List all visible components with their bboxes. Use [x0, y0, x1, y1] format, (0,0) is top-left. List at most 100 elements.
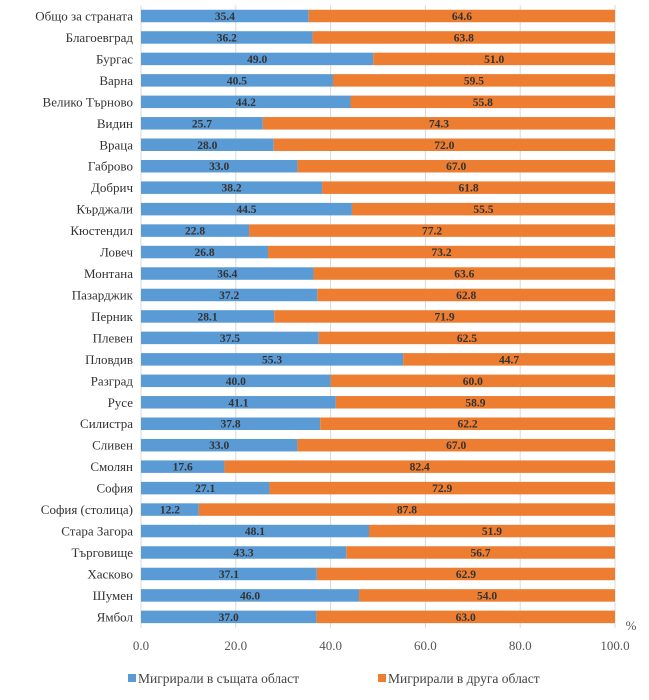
category-label: Сливен: [92, 438, 133, 453]
data-label: 55.3: [262, 354, 282, 366]
x-tick-label: 80.0: [509, 638, 532, 653]
category-label: Велико Търново: [43, 94, 133, 109]
data-label: 58.9: [465, 397, 485, 409]
data-label: 63.8: [454, 32, 474, 44]
data-label: 12.2: [160, 505, 180, 517]
data-label: 36.4: [217, 269, 237, 281]
bar-segment-other-region: [273, 138, 615, 152]
bar-segment-other-region: [316, 567, 615, 581]
category-label: Ловеч: [100, 245, 134, 260]
category-label: Плевен: [93, 330, 133, 345]
bar-segment-same-region: [141, 267, 314, 280]
data-label: 40.0: [226, 376, 246, 388]
data-label: 28.1: [198, 311, 218, 323]
data-label: 44.2: [236, 97, 256, 109]
data-label: 67.0: [446, 440, 466, 452]
x-tick-label: 20.0: [224, 638, 247, 653]
bar-segment-same-region: [141, 353, 404, 366]
data-label: 25.7: [192, 118, 212, 130]
data-label: 38.2: [221, 183, 241, 195]
data-label: 48.1: [245, 526, 265, 538]
data-label: 37.8: [221, 419, 241, 431]
category-label: Благоевград: [66, 30, 134, 45]
data-label: 35.4: [215, 11, 235, 23]
bar-segment-same-region: [141, 202, 352, 216]
bar-segment-same-region: [141, 245, 269, 259]
bar-segment-same-region: [141, 589, 360, 602]
bar-segment-same-region: [141, 181, 323, 194]
bar-segment-other-region: [312, 31, 615, 44]
bar-segment-same-region: [141, 95, 351, 109]
data-label: 22.8: [185, 226, 205, 238]
category-label: Бургас: [96, 51, 133, 66]
legend-label: Мигрирали в същата област: [138, 671, 299, 686]
category-label: Видин: [97, 116, 133, 131]
bar-segment-other-region: [351, 202, 615, 216]
data-label: 62.5: [457, 333, 477, 345]
bar-segment-same-region: [141, 460, 225, 473]
bar-segment-same-region: [141, 374, 331, 388]
bar-segment-other-region: [274, 310, 615, 323]
x-tick-label: 0.0: [133, 638, 149, 653]
bar-segment-same-region: [141, 117, 263, 130]
bar-segment-other-region: [350, 95, 615, 109]
data-label: 37.0: [219, 612, 239, 624]
bar-segment-same-region: [141, 9, 309, 23]
data-label: 56.7: [471, 548, 491, 560]
bar-segment-other-region: [318, 331, 615, 345]
bar-segment-other-region: [317, 288, 615, 302]
bar-segment-same-region: [141, 567, 317, 581]
bar-segment-other-region: [268, 245, 615, 259]
category-label: Добрич: [91, 180, 133, 195]
bar-segment-same-region: [141, 74, 333, 87]
data-label: 44.7: [499, 354, 519, 366]
data-label: 37.2: [219, 290, 239, 302]
bar-segment-same-region: [141, 224, 250, 237]
bar-segment-other-region: [297, 159, 615, 173]
bar-segment-other-region: [262, 117, 615, 130]
data-label: 41.1: [228, 397, 248, 409]
bar-segment-same-region: [141, 396, 336, 409]
bar-segment-other-region: [330, 374, 615, 388]
data-label: 33.0: [209, 161, 229, 173]
data-label: 74.3: [429, 118, 449, 130]
bar-segment-same-region: [141, 417, 321, 430]
data-label: 27.1: [195, 483, 215, 495]
data-label: 63.0: [456, 612, 476, 624]
bar-segment-same-region: [141, 503, 199, 516]
bar-segment-other-region: [368, 524, 615, 538]
bar-segment-other-region: [198, 503, 615, 516]
data-label: 17.6: [173, 462, 193, 474]
data-label: 72.9: [432, 483, 452, 495]
bar-segment-other-region: [320, 417, 615, 430]
bar-segment-same-region: [141, 438, 298, 452]
bar-segment-same-region: [141, 610, 317, 624]
bar-segment-other-region: [335, 396, 615, 409]
category-label: Габрово: [88, 159, 133, 174]
bar-segment-other-region: [316, 610, 615, 624]
bar-segment-same-region: [141, 138, 274, 152]
x-tick-label: 40.0: [319, 638, 342, 653]
data-label: 40.5: [227, 75, 247, 87]
data-label: 87.8: [397, 505, 417, 517]
x-axis-unit: %: [626, 618, 637, 633]
category-label: Общо за страната: [35, 9, 133, 24]
category-label: Русе: [108, 395, 134, 410]
data-label: 54.0: [477, 590, 497, 602]
category-label: Стара Загора: [61, 524, 133, 539]
data-label: 37.5: [220, 333, 240, 345]
category-label: София: [96, 481, 133, 496]
category-label: Варна: [99, 73, 133, 88]
bar-segment-other-region: [313, 267, 615, 280]
data-label: 73.2: [431, 247, 451, 259]
data-label: 49.0: [247, 54, 267, 66]
data-label: 62.2: [458, 419, 478, 431]
bar-segment-other-region: [269, 481, 615, 495]
category-label: Перник: [91, 309, 134, 324]
data-label: 51.9: [482, 526, 502, 538]
bar-segment-other-region: [403, 353, 615, 366]
data-label: 46.0: [240, 590, 260, 602]
bar-segment-same-region: [141, 288, 318, 302]
data-label: 43.3: [234, 548, 254, 560]
bar-segment-same-region: [141, 546, 347, 559]
